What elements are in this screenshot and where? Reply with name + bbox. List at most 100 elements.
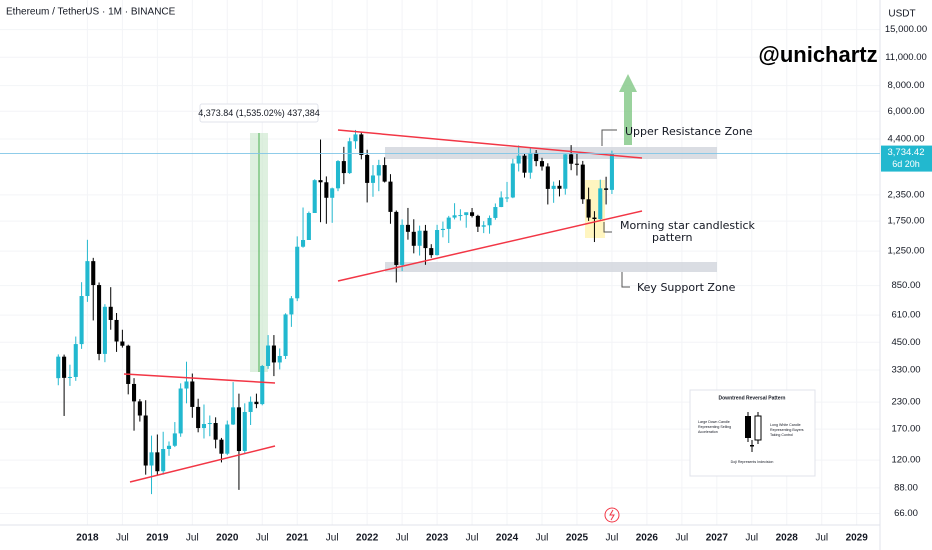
x-tick-label: 2027 bbox=[706, 533, 729, 544]
candle-body bbox=[551, 185, 556, 189]
candle-body bbox=[149, 452, 154, 466]
inset-candle bbox=[745, 416, 751, 438]
alert-icon[interactable] bbox=[604, 507, 620, 523]
candle-body bbox=[382, 165, 387, 182]
pointer bbox=[603, 222, 612, 233]
trendline bbox=[129, 445, 276, 483]
candle-body bbox=[225, 424, 230, 454]
measure-box bbox=[199, 103, 319, 123]
candle-body bbox=[417, 230, 422, 246]
candle-body bbox=[598, 188, 603, 220]
x-tick-label: Jul bbox=[815, 533, 828, 544]
inset-candle bbox=[750, 445, 754, 447]
x-tick-label: 2021 bbox=[286, 533, 309, 544]
candle-body bbox=[172, 433, 177, 446]
x-tick-label: 2024 bbox=[496, 533, 519, 544]
axes: 15,000.00 11,000.00 8,000.00 6,000.00 4,400.… bbox=[76, 24, 927, 544]
inset-text: Taking Control bbox=[770, 433, 793, 437]
candle-body bbox=[85, 261, 90, 297]
candle-body bbox=[411, 231, 416, 246]
candle-body bbox=[376, 165, 381, 176]
candle-body bbox=[91, 261, 96, 286]
candle-body bbox=[528, 152, 533, 173]
candle-body bbox=[609, 153, 614, 190]
y-tick-label: 170.00 bbox=[891, 424, 920, 435]
y-tick-label: 8,000.00 bbox=[888, 80, 925, 91]
candle-body bbox=[446, 217, 451, 229]
candle-body bbox=[137, 401, 142, 416]
candle-body bbox=[563, 154, 568, 189]
x-tick-label: Jul bbox=[396, 533, 409, 544]
candle-body bbox=[487, 217, 492, 226]
candle-body bbox=[73, 344, 78, 377]
candle-body bbox=[207, 423, 212, 425]
candle-body bbox=[423, 230, 428, 249]
candle-body bbox=[458, 215, 463, 217]
candle-body bbox=[574, 163, 579, 165]
y-tick-label: 330.00 bbox=[891, 364, 920, 375]
inset-text: Large Down Candle bbox=[698, 420, 730, 424]
annotation: Key Support Zone bbox=[637, 281, 736, 294]
candle-body bbox=[283, 314, 288, 356]
candle-body bbox=[196, 406, 201, 429]
candle-body bbox=[306, 213, 311, 240]
candle-body bbox=[592, 217, 597, 220]
candle-body bbox=[97, 285, 102, 354]
candle-body bbox=[388, 181, 393, 212]
candle-body bbox=[301, 239, 306, 247]
x-tick-label: Jul bbox=[536, 533, 549, 544]
inset-text: Representing Selling bbox=[698, 425, 731, 429]
candle-body bbox=[534, 152, 539, 162]
candle-body bbox=[132, 383, 137, 402]
candle-body bbox=[289, 298, 294, 315]
resistance-zone bbox=[385, 147, 717, 159]
candle-body bbox=[510, 163, 515, 198]
alert-icon bbox=[609, 509, 615, 521]
candle-body bbox=[277, 355, 282, 363]
candle-body bbox=[266, 345, 271, 366]
candle-body bbox=[120, 341, 125, 346]
candle-body bbox=[557, 185, 562, 189]
candle-body bbox=[166, 445, 172, 450]
candle-body bbox=[236, 407, 241, 451]
inset-text: Acceleration bbox=[698, 430, 718, 434]
x-tick-label: 2025 bbox=[566, 533, 589, 544]
x-tick-label: Jul bbox=[606, 533, 619, 544]
candle-body bbox=[324, 182, 329, 198]
candle-body bbox=[254, 401, 259, 405]
candle-body bbox=[155, 452, 160, 472]
y-tick-label: 2,350.00 bbox=[888, 189, 925, 200]
y-tick-label: 1,250.00 bbox=[888, 246, 925, 257]
inset-text: Long White Candle bbox=[770, 423, 801, 427]
candle-body bbox=[335, 161, 341, 189]
annotation: Upper Resistance Zone bbox=[625, 125, 753, 138]
y-tick-label: 6,000.00 bbox=[888, 106, 925, 117]
pointer bbox=[601, 129, 617, 146]
annotation: pattern bbox=[652, 231, 692, 244]
candle-body bbox=[178, 388, 183, 434]
candle-body bbox=[260, 365, 265, 405]
inset-title: Downtrend Reversal Pattern bbox=[719, 395, 786, 401]
x-tick-label: 2020 bbox=[216, 533, 239, 544]
candle-body bbox=[464, 212, 469, 216]
y-tick-label: 230.00 bbox=[891, 397, 920, 408]
candle-body bbox=[604, 188, 609, 190]
candle-body bbox=[539, 161, 545, 167]
x-tick-label: 2019 bbox=[146, 533, 169, 544]
x-tick-label: Jul bbox=[256, 533, 269, 544]
x-tick-label: Jul bbox=[326, 533, 339, 544]
x-tick-label: Jul bbox=[675, 533, 688, 544]
y-tick-label: 850.00 bbox=[891, 280, 920, 291]
candle-body bbox=[475, 215, 480, 227]
candle-body bbox=[271, 345, 276, 363]
candle-body bbox=[353, 134, 358, 142]
candle-body bbox=[108, 306, 113, 320]
candle-body bbox=[435, 230, 440, 256]
last-price-tag bbox=[881, 145, 932, 172]
y-tick-label: 120.00 bbox=[891, 455, 920, 466]
countdown-label: 6d 20h bbox=[892, 159, 920, 169]
candle-body bbox=[522, 155, 527, 173]
y-tick-label: 88.00 bbox=[894, 482, 918, 493]
candle-body bbox=[143, 415, 148, 466]
